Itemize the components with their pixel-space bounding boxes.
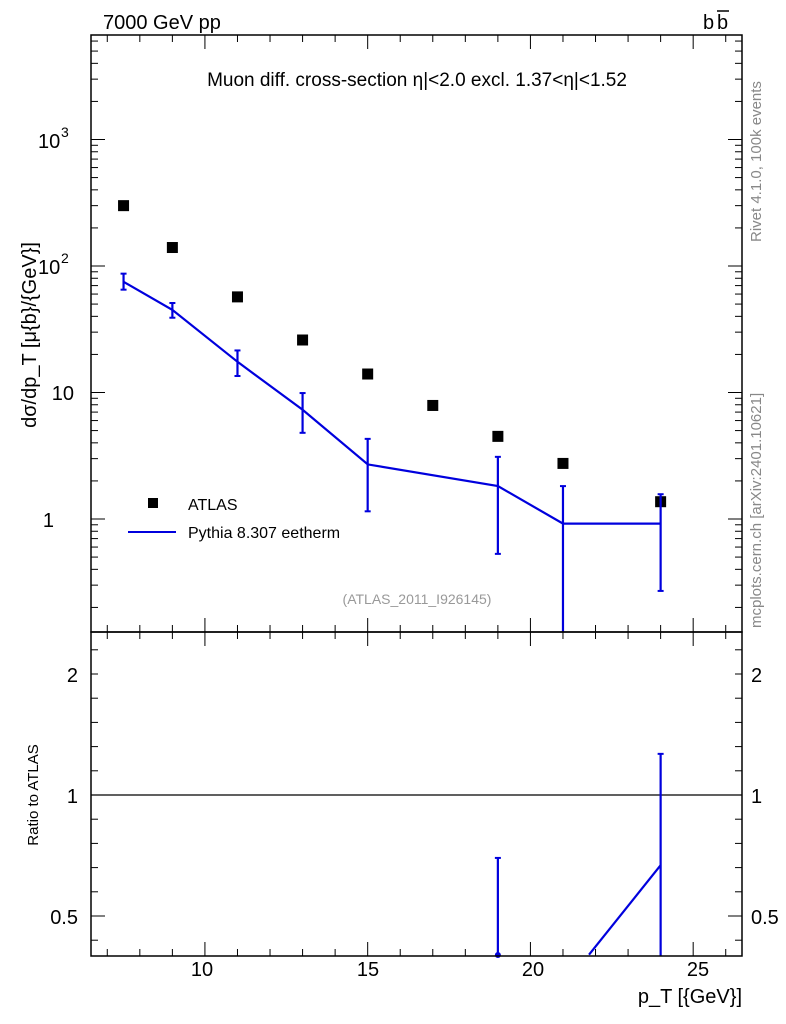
main-ytick-label-100-base: 10 xyxy=(38,257,60,279)
ratio-ytick-label-0.5: 0.5 xyxy=(50,907,78,929)
main-y-axis-label-text: dσ/dp_T [μ{b}/{GeV}] xyxy=(19,242,41,428)
header-energy-label: 7000 GeV pp xyxy=(103,12,221,34)
atlas-data-point xyxy=(427,399,439,411)
main-panel: Muon diff. cross-section η|<2.0 excl. 1.… xyxy=(19,34,743,633)
atlas-data-point xyxy=(362,368,374,380)
xtick-label-10: 10 xyxy=(191,959,213,981)
ratio-ytick-label-2: 2 xyxy=(67,665,78,687)
atlas-data-point xyxy=(557,457,569,469)
x-axis-label-text: p_T [{GeV}] xyxy=(638,986,742,1008)
atlas-data-point xyxy=(166,242,178,254)
legend-atlas-marker xyxy=(148,498,158,508)
main-ytick-label-1000: 10 3 xyxy=(38,124,69,153)
main-axis-ticks xyxy=(91,35,742,632)
legend-atlas-label: ATLAS xyxy=(188,497,238,514)
ratio-axis-ticks xyxy=(91,632,742,956)
ratio-curve xyxy=(588,864,662,956)
rivet-version-label: Rivet 4.1.0, 100k events xyxy=(748,81,765,242)
main-series xyxy=(118,200,667,632)
ratio-y-tick-labels-right: 0.5 1 2 xyxy=(751,665,779,929)
main-y-axis-label: dσ/dp_T [μ{b}/{GeV}] xyxy=(19,242,41,428)
header-process-label: b b xyxy=(703,10,729,34)
atlas-data-point xyxy=(118,200,130,212)
ratio-ytick-label-right-1: 1 xyxy=(751,786,762,808)
main-y-tick-labels: 1 10 10 2 10 3 xyxy=(38,124,74,532)
main-frame xyxy=(90,34,743,633)
header-process-b: b xyxy=(703,12,714,34)
xtick-label-25: 25 xyxy=(687,959,709,981)
main-ytick-label-10: 10 xyxy=(52,383,74,405)
ratio-y-tick-labels-left: 0.5 1 2 xyxy=(50,665,78,929)
ratio-series xyxy=(494,752,664,958)
main-ytick-label-100: 10 2 xyxy=(38,250,69,279)
ratio-ytick-label-right-2: 2 xyxy=(751,665,762,687)
ratio-ytick-label-right-0.5: 0.5 xyxy=(751,907,779,929)
header-process-bbar: b xyxy=(717,12,728,34)
main-ytick-label-100-exp: 2 xyxy=(61,250,69,266)
atlas-data-point xyxy=(492,430,504,442)
legend: ATLAS Pythia 8.307 eetherm xyxy=(128,497,340,542)
ratio-point-clipped xyxy=(494,952,501,958)
main-ytick-label-1: 1 xyxy=(43,510,54,532)
ratio-ytick-label-1: 1 xyxy=(67,786,78,808)
atlas-data-point xyxy=(297,334,309,346)
mcplots-label: mcplots.cern.ch [arXiv:2401.10621] xyxy=(748,393,765,628)
xtick-label-20: 20 xyxy=(522,959,544,981)
xtick-label-15: 15 xyxy=(357,959,379,981)
main-ytick-label-1000-base: 10 xyxy=(38,131,60,153)
legend-pythia-label: Pythia 8.307 eetherm xyxy=(188,525,340,542)
pythia-curve xyxy=(123,280,661,525)
x-axis-label: p_T [{GeV}] xyxy=(638,986,742,1008)
ratio-x-tick-labels: 10 15 20 25 xyxy=(191,959,709,981)
ratio-y-axis-label-text: Ratio to ATLAS xyxy=(25,744,42,845)
main-ytick-label-1000-exp: 3 xyxy=(61,124,69,140)
main-title: Muon diff. cross-section η|<2.0 excl. 1.… xyxy=(207,70,627,91)
ratio-panel: Ratio to ATLAS 0.5 1 2 0.5 1 2 10 15 20 … xyxy=(25,631,779,981)
ratio-frame xyxy=(90,631,743,957)
atlas-data-point xyxy=(231,291,243,303)
ratio-y-axis-label: Ratio to ATLAS xyxy=(25,744,42,845)
analysis-watermark: (ATLAS_2011_I926145) xyxy=(343,591,492,607)
